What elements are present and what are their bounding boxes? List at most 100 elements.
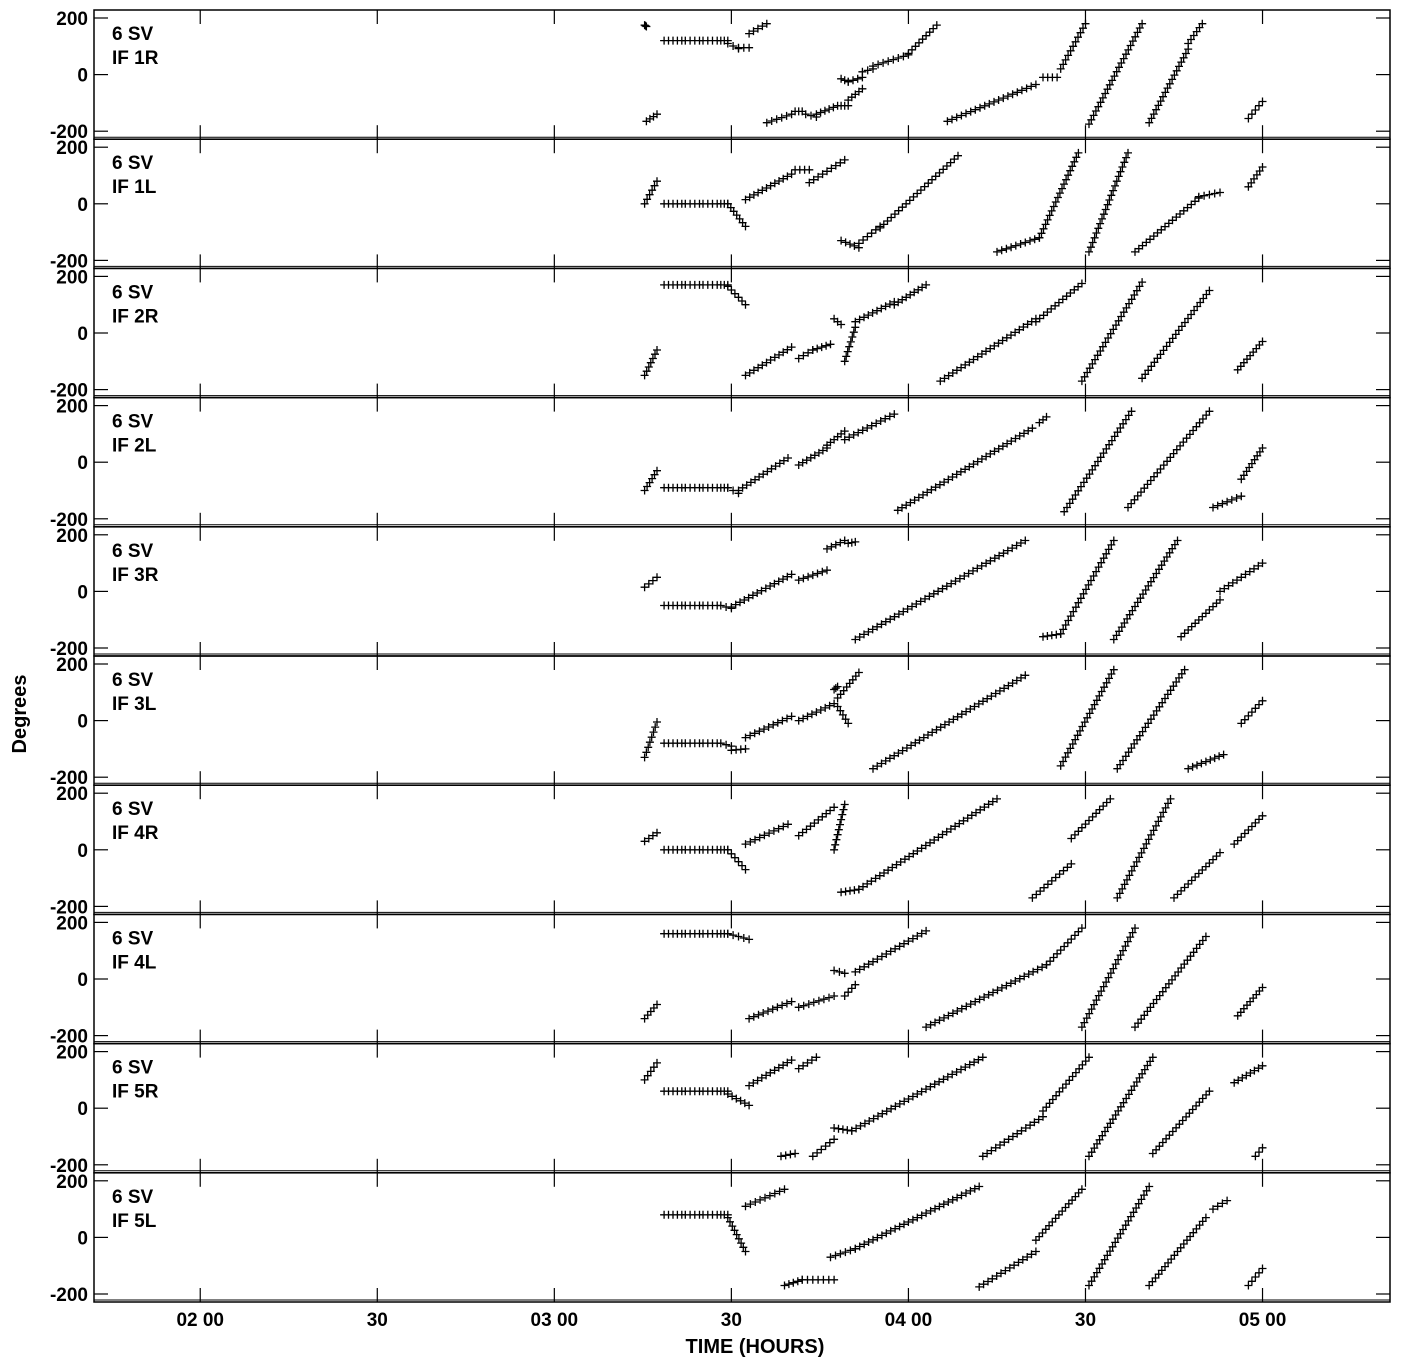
data-point-segment (1233, 337, 1267, 374)
panel-label-line1: 6 SV (112, 799, 154, 820)
data-point-segment (716, 1087, 732, 1096)
data-point-segment (1031, 1185, 1086, 1245)
y-tick-label: 0 (77, 582, 88, 603)
x-axis-title: TIME (HOURS) (686, 1336, 825, 1358)
data-point-segment (847, 1053, 987, 1135)
panel-frame (93, 784, 1391, 916)
data-point-segment (1230, 811, 1267, 849)
data-point-segment (723, 199, 750, 231)
y-tick-label: 200 (56, 526, 88, 547)
data-point-segment (727, 744, 750, 755)
data-point-segment (723, 1213, 750, 1256)
y-tick-label: 200 (56, 267, 88, 288)
data-point-segment (851, 926, 931, 976)
data-point-segment (1230, 1061, 1267, 1087)
data-point-segment (993, 233, 1044, 256)
data-point-segment (1184, 750, 1228, 773)
data-point-segment (794, 992, 839, 1012)
data-point-segment (1184, 19, 1207, 48)
y-tick-label: 200 (56, 1043, 88, 1064)
data-point-segment (1035, 412, 1051, 427)
data-point-segment (1035, 148, 1083, 242)
data-point-segment (823, 427, 849, 450)
panel-frame (93, 396, 1391, 528)
data-point-segment (826, 1244, 860, 1262)
panel-label-line1: 6 SV (112, 153, 154, 174)
data-point-segment (854, 794, 1001, 894)
data-point-segment (1085, 148, 1132, 256)
panel-label-line1: 6 SV (112, 24, 154, 45)
panel-label-line2: IF 1L (112, 177, 157, 198)
panel-frame (93, 9, 1391, 140)
y-tick-label: 200 (56, 9, 88, 30)
data-point-segment (794, 566, 831, 585)
data-point-segment (640, 177, 661, 208)
data-point-segment (801, 110, 821, 121)
data-point-segment (840, 410, 899, 444)
data-point-segment (640, 346, 661, 380)
data-point-segment (1077, 924, 1139, 1032)
data-point-segment (640, 1000, 661, 1023)
data-point-segment (794, 1053, 821, 1073)
data-point-segment (1216, 559, 1267, 596)
data-point-segment (723, 1090, 754, 1110)
y-tick-label: -200 (50, 768, 88, 789)
data-point-segment (794, 803, 839, 840)
data-point-segment (1109, 536, 1182, 644)
data-point-segment (1028, 859, 1076, 902)
data-point-segment (812, 101, 842, 119)
data-point-segment (723, 39, 743, 53)
data-point-segment (1148, 1087, 1214, 1158)
data-point-segment (723, 282, 750, 309)
data-point-segment (1131, 194, 1203, 256)
data-point-segment (777, 1149, 800, 1161)
data-point-segment (640, 466, 661, 495)
data-point-segment (741, 343, 796, 380)
y-tick-label: 0 (77, 195, 88, 216)
data-point-segment (1177, 595, 1224, 641)
data-point-segment (762, 110, 796, 127)
data-point-segment (642, 110, 661, 126)
data-point-segment (1131, 932, 1210, 1032)
data-point-segment (1113, 665, 1189, 773)
data-point-segment (808, 1135, 839, 1161)
y-tick-label: -200 (50, 510, 88, 531)
data-point-segment (723, 845, 750, 874)
data-point-segment (1067, 794, 1115, 843)
data-point-segment (640, 21, 651, 31)
data-point-segment (1056, 665, 1118, 770)
y-tick-label: -200 (50, 1156, 88, 1177)
data-point-segment (1244, 1264, 1267, 1290)
panel-frame (93, 913, 1391, 1045)
data-point-segment (1085, 1182, 1154, 1290)
data-point-segment (1113, 794, 1175, 902)
data-point-segment (723, 929, 754, 944)
data-point-segment (837, 236, 863, 252)
data-point-segment (741, 820, 792, 849)
data-point-segment (1042, 924, 1086, 969)
data-point-segment (890, 280, 931, 309)
labels: -200 0 200 6 SV IF 1R -200 0 200 6 SV IF 1L -200 0 2… (50, 9, 1286, 1331)
data-point-segment (640, 573, 661, 592)
data-point-segment (904, 21, 941, 58)
data-point-segment (893, 424, 1037, 515)
data-point-segment (1244, 97, 1267, 123)
y-tick-label: -200 (50, 381, 88, 402)
data-point-segment (1251, 1143, 1267, 1161)
y-tick-label: 0 (77, 712, 88, 733)
panel-label-line1: 6 SV (112, 928, 154, 949)
data-point-segment (830, 682, 842, 694)
data-point-segment (734, 43, 754, 52)
data-point-segment (1039, 73, 1062, 82)
panel-label-line1: 6 SV (112, 412, 154, 433)
data-point-segment (741, 712, 796, 742)
data-point-segment (794, 444, 831, 469)
data-point-segment (844, 537, 860, 548)
data-point-segment (1138, 286, 1214, 383)
panel-label-line2: IF 1R (112, 48, 159, 69)
y-tick-label: 0 (77, 324, 88, 345)
data-point-segment (716, 1210, 732, 1219)
data-point-segment (791, 107, 807, 116)
panel-label-line2: IF 4R (112, 823, 159, 844)
